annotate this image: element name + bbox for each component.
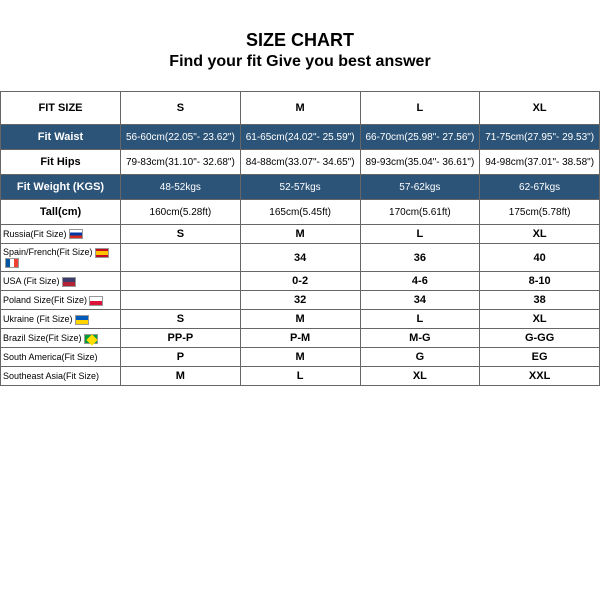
row-label: Fit Weight (KGS) bbox=[1, 175, 121, 200]
table-row: Southeast Asia(Fit Size)MLXLXXL bbox=[1, 367, 600, 386]
row-label: Southeast Asia(Fit Size) bbox=[1, 367, 121, 386]
cell: 57-62kgs bbox=[360, 175, 480, 200]
us-flag-icon bbox=[62, 277, 76, 287]
cell: 0-2 bbox=[240, 272, 360, 291]
cell: EG bbox=[480, 348, 600, 367]
cell: XL bbox=[360, 367, 480, 386]
col-header: XL bbox=[480, 92, 600, 125]
table-row: USA (Fit Size) 0-24-68-10 bbox=[1, 272, 600, 291]
cell: 8-10 bbox=[480, 272, 600, 291]
cell: 94-98cm(37.01"- 38.58") bbox=[480, 150, 600, 175]
cell: M-G bbox=[360, 329, 480, 348]
cell: P-M bbox=[240, 329, 360, 348]
row-label: South America(Fit Size) bbox=[1, 348, 121, 367]
cell: 62-67kgs bbox=[480, 175, 600, 200]
cell: G-GG bbox=[480, 329, 600, 348]
row-label: Fit Hips bbox=[1, 150, 121, 175]
row-label: Brazil Size(Fit Size) bbox=[1, 329, 121, 348]
table-row: Poland Size(Fit Size) 323438 bbox=[1, 291, 600, 310]
subtitle: Find your fit Give you best answer bbox=[0, 53, 600, 71]
cell: 160cm(5.28ft) bbox=[121, 200, 241, 225]
cell: G bbox=[360, 348, 480, 367]
cell: XL bbox=[480, 310, 600, 329]
cell: L bbox=[360, 225, 480, 244]
table-row: Russia(Fit Size)SMLXL bbox=[1, 225, 600, 244]
col-header: FIT SIZE bbox=[1, 92, 121, 125]
table-row: Fit Hips79-83cm(31.10"- 32.68")84-88cm(3… bbox=[1, 150, 600, 175]
cell: 79-83cm(31.10"- 32.68") bbox=[121, 150, 241, 175]
cell: 56-60cm(22.05"- 23.62") bbox=[121, 125, 241, 150]
cell: S bbox=[121, 225, 241, 244]
cell: 38 bbox=[480, 291, 600, 310]
col-header: M bbox=[240, 92, 360, 125]
table-row: Ukraine (Fit Size)SMLXL bbox=[1, 310, 600, 329]
row-label: Fit Waist bbox=[1, 125, 121, 150]
cell: 36 bbox=[360, 244, 480, 272]
cell bbox=[121, 244, 241, 272]
table-row: Tall(cm)160cm(5.28ft)165cm(5.45ft)170cm(… bbox=[1, 200, 600, 225]
cell: L bbox=[360, 310, 480, 329]
cell: XL bbox=[480, 225, 600, 244]
cell: M bbox=[240, 225, 360, 244]
cell: XXL bbox=[480, 367, 600, 386]
header: SIZE CHART Find your fit Give you best a… bbox=[0, 30, 600, 71]
cell: S bbox=[121, 310, 241, 329]
cell: 175cm(5.78ft) bbox=[480, 200, 600, 225]
cell: 66-70cm(25.98"- 27.56") bbox=[360, 125, 480, 150]
cell: 52-57kgs bbox=[240, 175, 360, 200]
cell: 40 bbox=[480, 244, 600, 272]
pl-flag-icon bbox=[89, 296, 103, 306]
ua-flag-icon bbox=[75, 315, 89, 325]
cell: L bbox=[240, 367, 360, 386]
cell: M bbox=[240, 348, 360, 367]
table-row: South America(Fit Size)PMGEG bbox=[1, 348, 600, 367]
header-row: FIT SIZE S M L XL bbox=[1, 92, 600, 125]
cell bbox=[121, 291, 241, 310]
br-flag-icon bbox=[84, 334, 98, 344]
cell: 84-88cm(33.07"- 34.65") bbox=[240, 150, 360, 175]
es-flag-icon bbox=[95, 248, 109, 258]
size-chart-table: FIT SIZE S M L XL Fit Waist56-60cm(22.05… bbox=[0, 91, 600, 386]
row-label: Spain/French(Fit Size) bbox=[1, 244, 121, 272]
cell: PP-P bbox=[121, 329, 241, 348]
cell: 48-52kgs bbox=[121, 175, 241, 200]
cell: M bbox=[240, 310, 360, 329]
row-label: USA (Fit Size) bbox=[1, 272, 121, 291]
col-header: L bbox=[360, 92, 480, 125]
fr-flag-icon bbox=[5, 258, 19, 268]
cell: 34 bbox=[360, 291, 480, 310]
table-row: Fit Weight (KGS)48-52kgs52-57kgs57-62kgs… bbox=[1, 175, 600, 200]
table-row: Spain/French(Fit Size) 343640 bbox=[1, 244, 600, 272]
cell: 61-65cm(24.02"- 25.59") bbox=[240, 125, 360, 150]
title: SIZE CHART bbox=[0, 30, 600, 51]
row-label: Russia(Fit Size) bbox=[1, 225, 121, 244]
cell: 32 bbox=[240, 291, 360, 310]
row-label: Ukraine (Fit Size) bbox=[1, 310, 121, 329]
cell bbox=[121, 272, 241, 291]
cell: 165cm(5.45ft) bbox=[240, 200, 360, 225]
cell: 89-93cm(35.04"- 36.61") bbox=[360, 150, 480, 175]
cell: 34 bbox=[240, 244, 360, 272]
cell: 71-75cm(27.95"- 29.53") bbox=[480, 125, 600, 150]
cell: P bbox=[121, 348, 241, 367]
row-label: Tall(cm) bbox=[1, 200, 121, 225]
row-label: Poland Size(Fit Size) bbox=[1, 291, 121, 310]
cell: M bbox=[121, 367, 241, 386]
cell: 170cm(5.61ft) bbox=[360, 200, 480, 225]
col-header: S bbox=[121, 92, 241, 125]
ru-flag-icon bbox=[69, 229, 83, 239]
table-row: Fit Waist56-60cm(22.05"- 23.62")61-65cm(… bbox=[1, 125, 600, 150]
cell: 4-6 bbox=[360, 272, 480, 291]
table-row: Brazil Size(Fit Size)PP-PP-MM-GG-GG bbox=[1, 329, 600, 348]
